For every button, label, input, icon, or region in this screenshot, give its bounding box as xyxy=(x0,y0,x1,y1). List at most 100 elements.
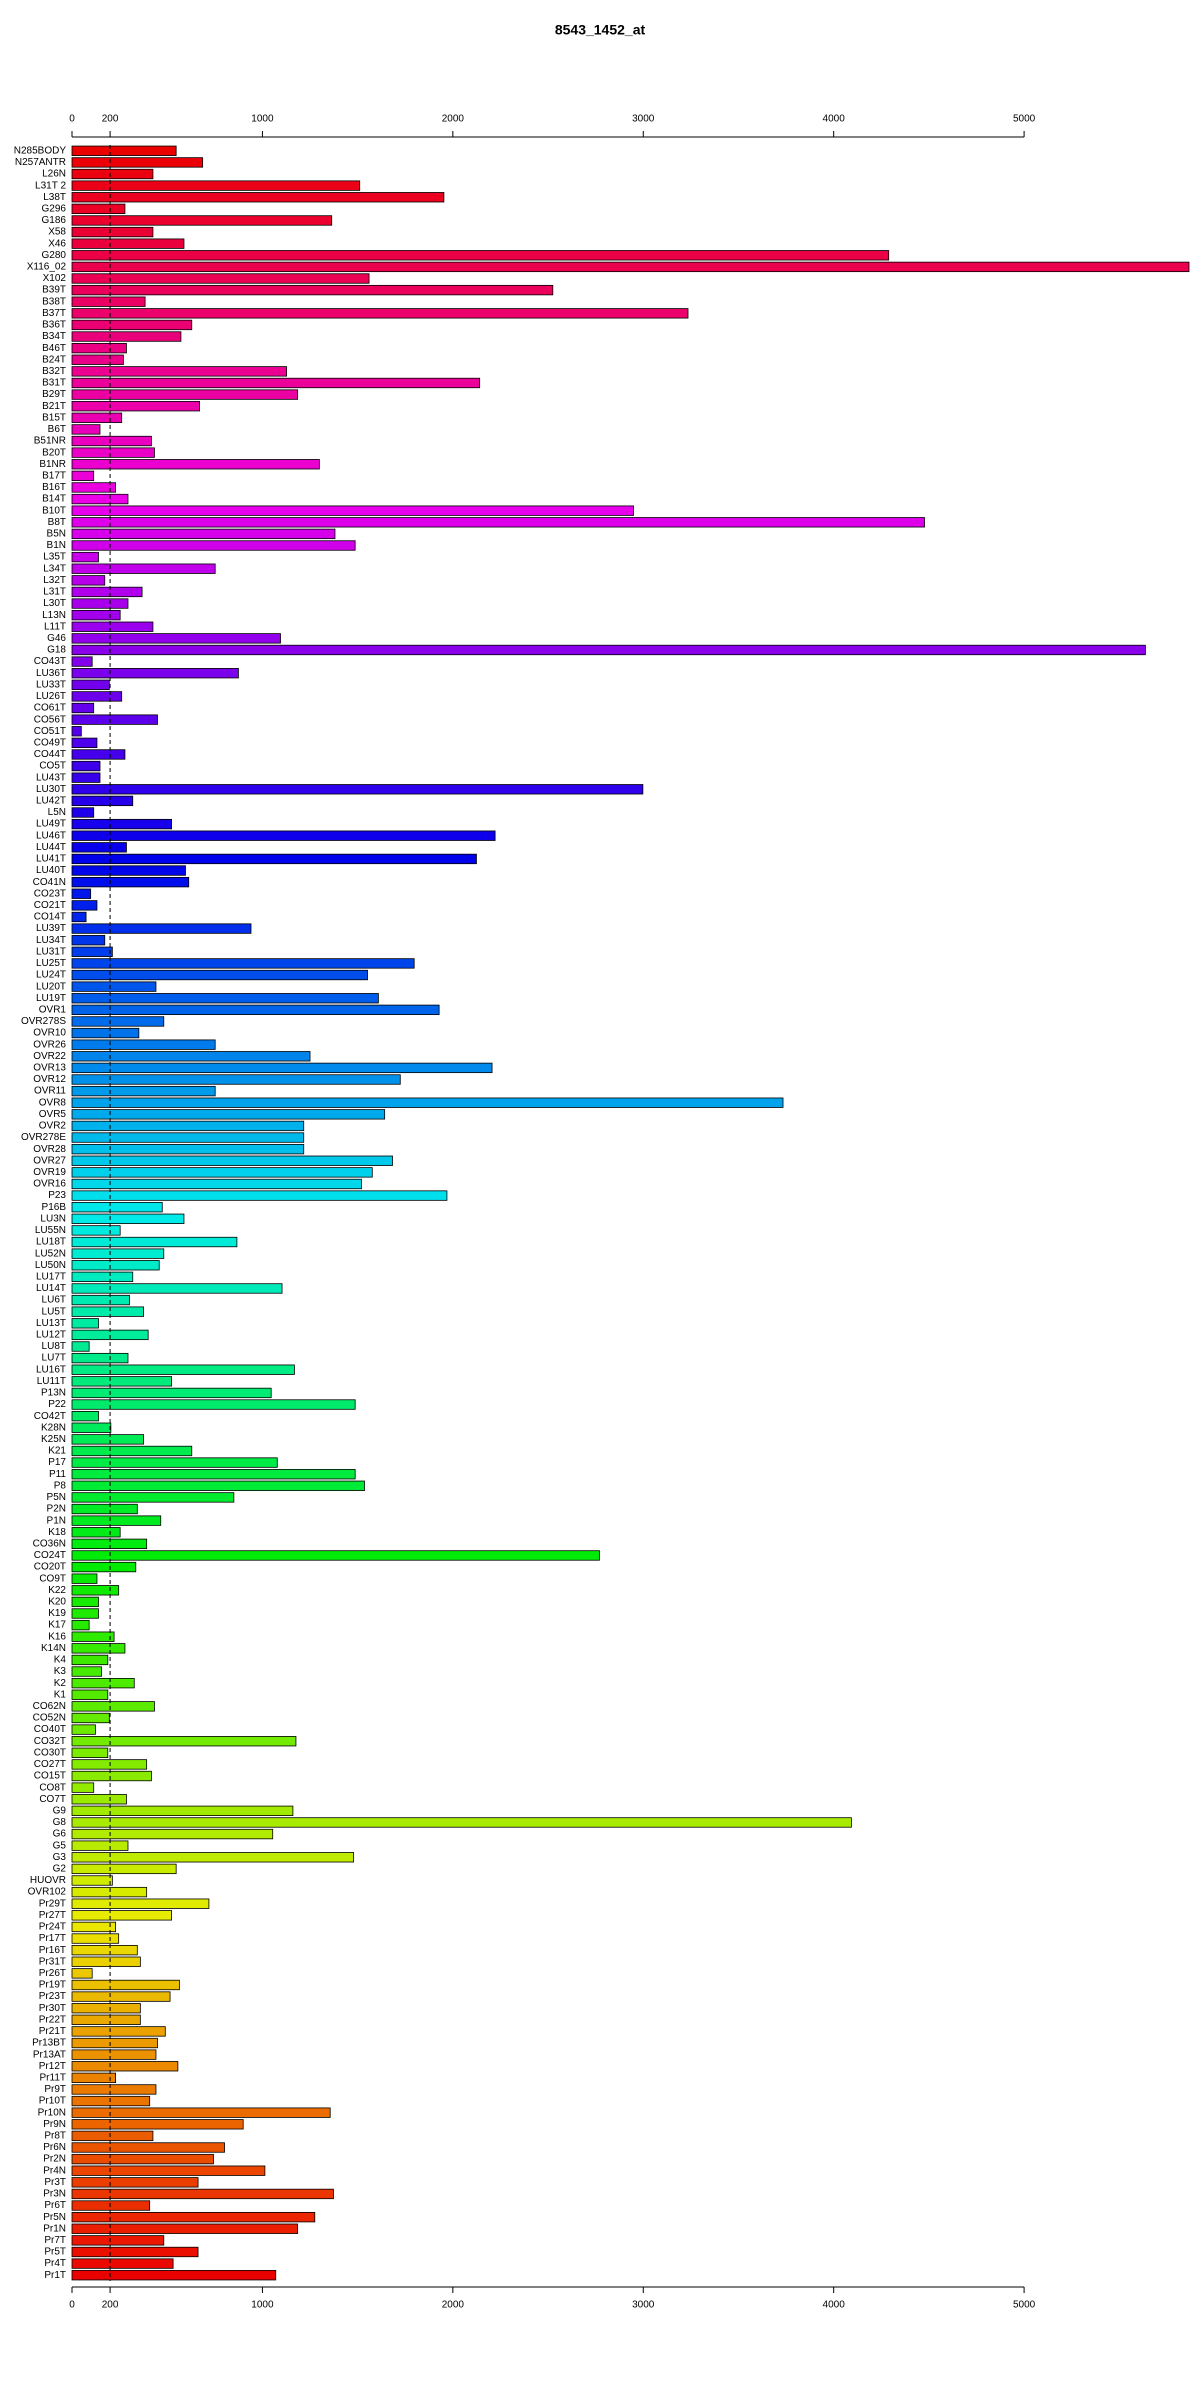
y-tick-label: K17 xyxy=(48,1620,66,1631)
y-tick-label: CO7T xyxy=(39,1794,66,1805)
bar xyxy=(71,319,193,331)
bar xyxy=(71,226,154,238)
y-tick-label: G18 xyxy=(47,645,66,656)
y-tick-label: CO24T xyxy=(34,1550,66,1561)
bar xyxy=(71,342,127,354)
bar xyxy=(71,1387,272,1399)
x-tick-label: 4000 xyxy=(823,2300,846,2311)
bar xyxy=(71,2014,141,2025)
y-tick-label: Pr16T xyxy=(39,1945,66,1956)
y-tick-label: OVR1 xyxy=(39,1004,67,1015)
y-tick-label: P13N xyxy=(41,1388,66,1399)
y-tick-label: Pr21T xyxy=(39,2026,66,2037)
y-tick-label: P23 xyxy=(48,1190,66,1201)
y-tick-label: LU13T xyxy=(36,1318,66,1329)
y-tick-label: L31T 2 xyxy=(35,180,66,191)
y-tick-label: Pr1T xyxy=(44,2270,66,2281)
y-tick-label: LU14T xyxy=(36,1283,66,1294)
y-tick-label: LU36T xyxy=(36,668,66,679)
y-tick-label: OVR27 xyxy=(33,1155,66,1166)
bar xyxy=(71,818,172,830)
bar xyxy=(71,2130,154,2142)
bar xyxy=(71,1794,127,1805)
y-tick-label: Pr22T xyxy=(39,2014,66,2025)
bar xyxy=(71,1968,93,1979)
bar xyxy=(71,1736,297,1747)
y-tick-label: Pr10N xyxy=(38,2107,66,2118)
bar xyxy=(71,1190,448,1201)
y-tick-label: Pr30T xyxy=(39,2003,66,2014)
y-tick-label: P5N xyxy=(47,1492,66,1503)
bar xyxy=(71,1654,109,1666)
bar xyxy=(71,621,154,632)
x-tick-label: 3000 xyxy=(632,2300,655,2311)
y-tick-label: OVR2 xyxy=(39,1121,67,1132)
bar xyxy=(71,575,106,586)
bar xyxy=(71,830,496,841)
y-tick-label: L26N xyxy=(42,169,66,180)
bar xyxy=(71,551,99,563)
y-tick-label: CO32T xyxy=(34,1736,66,1747)
x-tick-label: 200 xyxy=(102,114,119,125)
bar xyxy=(71,656,93,667)
bar xyxy=(71,726,82,737)
bar xyxy=(71,2270,277,2281)
y-tick-label: LU5T xyxy=(42,1306,66,1317)
bar xyxy=(71,1933,120,1944)
bar xyxy=(71,784,644,795)
bar xyxy=(71,1863,177,1875)
bar xyxy=(71,1097,784,1108)
bar xyxy=(71,1132,305,1143)
bar xyxy=(71,714,158,725)
y-tick-label: OVR278S xyxy=(21,1016,66,1027)
y-tick-label: CO20T xyxy=(34,1562,66,1573)
bar xyxy=(71,2049,157,2060)
x-tick-label: 0 xyxy=(69,114,75,125)
y-tick-label: CO5T xyxy=(39,761,66,772)
bar xyxy=(71,563,216,574)
bar xyxy=(71,853,477,865)
bar xyxy=(71,981,157,992)
y-tick-label: N285BODY xyxy=(14,145,67,156)
y-tick-label: CO43T xyxy=(34,656,66,667)
y-tick-label: OVR102 xyxy=(28,1887,67,1898)
bar xyxy=(71,888,92,899)
bar xyxy=(71,993,379,1004)
y-tick-label: LU44T xyxy=(36,842,66,853)
y-tick-label: L34T xyxy=(43,563,66,574)
bar xyxy=(71,505,634,516)
y-tick-label: LU3N xyxy=(40,1213,66,1224)
y-tick-label: B21T xyxy=(42,401,66,412)
bar xyxy=(71,668,239,679)
bar xyxy=(71,1643,126,1654)
y-tick-label: LU24T xyxy=(36,970,66,981)
y-tick-label: K14N xyxy=(41,1643,66,1654)
bar xyxy=(71,1213,185,1224)
y-tick-label: P17 xyxy=(48,1457,66,1468)
y-tick-label: Pr24T xyxy=(39,1922,66,1933)
y-tick-label: N257ANTR xyxy=(15,157,66,168)
bar xyxy=(71,1492,235,1503)
bar xyxy=(71,946,113,957)
bar xyxy=(71,1039,216,1050)
bar xyxy=(71,1120,305,1132)
y-tick-label: LU34T xyxy=(36,935,66,946)
y-tick-label: HUOVR xyxy=(30,1875,66,1886)
y-tick-label: LU43T xyxy=(36,772,66,783)
bar xyxy=(71,1143,305,1155)
bar xyxy=(71,1167,373,1178)
y-tick-label: Pr10T xyxy=(39,2096,66,2107)
bar xyxy=(71,1341,90,1352)
bar xyxy=(71,459,320,470)
bar xyxy=(71,157,204,168)
bar xyxy=(71,1550,600,1561)
y-tick-label: CO40T xyxy=(34,1724,66,1735)
x-tick-label: 1000 xyxy=(251,2300,274,2311)
y-tick-label: G186 xyxy=(42,215,67,226)
y-tick-label: K2 xyxy=(54,1678,67,1689)
bar xyxy=(71,1991,171,2002)
y-tick-label: K20 xyxy=(48,1597,66,1608)
y-tick-label: B14T xyxy=(42,494,66,505)
bar xyxy=(71,1294,130,1306)
bar xyxy=(71,1631,115,1642)
